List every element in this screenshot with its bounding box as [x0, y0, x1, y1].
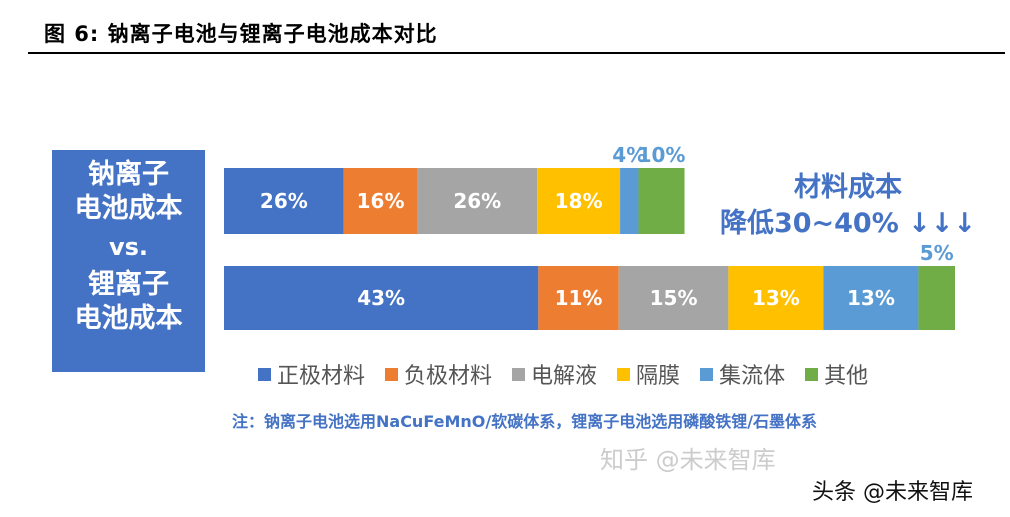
- legend-item-2: 电解液: [512, 358, 597, 390]
- data-label-1-4: 13%: [847, 286, 895, 310]
- data-label-1-3: 13%: [752, 286, 800, 310]
- legend-item-5: 其他: [805, 358, 868, 390]
- footnote: 注：钠离子电池选用NaCuFeMnO/软碳体系，锂离子电池选用磷酸铁锂/石墨体系: [232, 412, 818, 431]
- bar-segment-0-4: [620, 168, 639, 234]
- legend-swatch: [258, 367, 271, 381]
- legend-swatch: [512, 367, 526, 381]
- callout-line2: 降低30~40% ↓↓↓: [719, 208, 977, 239]
- bar-segment-1-4: [823, 266, 919, 330]
- bar-segment-0-0: [224, 168, 344, 234]
- legend-label: 隔膜: [636, 364, 681, 389]
- lithium-label-line2: 电池成本: [74, 303, 183, 334]
- legend: 正极材料 负极材料 电解液 隔膜 集流体 其他: [258, 358, 868, 390]
- vs-label: vs.: [108, 233, 149, 261]
- legend-swatch: [805, 367, 819, 381]
- data-label-0-5: 10%: [638, 143, 686, 167]
- bar-segment-1-5: [918, 266, 955, 330]
- data-label-1-1: 11%: [555, 286, 603, 310]
- legend-label: 其他: [824, 364, 869, 389]
- bar-segment-0-1: [343, 168, 418, 234]
- sodium-label-line2: 电池成本: [74, 193, 183, 224]
- data-label-1-0: 43%: [357, 286, 405, 310]
- data-label-0-4: 4%: [612, 143, 646, 167]
- figure-title: 图 6: 钠离子电池与锂离子电池成本对比: [44, 22, 438, 46]
- data-label-1-2: 15%: [650, 286, 698, 310]
- legend-item-0: 正极材料: [258, 358, 365, 390]
- legend-label: 电解液: [531, 364, 598, 389]
- bar-segment-1-0: [224, 266, 539, 330]
- bar-segment-0-5: [638, 168, 685, 234]
- legend-swatch: [617, 367, 631, 381]
- bar-segment-1-3: [728, 266, 824, 330]
- data-label-1-5: 5%: [920, 241, 954, 265]
- legend-item-4: 集流体: [700, 358, 785, 390]
- legend-swatch: [385, 367, 399, 381]
- category-label-box: 钠离子 电池成本 vs. 锂离子 电池成本: [52, 150, 205, 372]
- cost-callout: 材料成本 降低30~40% ↓↓↓: [708, 170, 988, 242]
- legend-item-3: 隔膜: [617, 358, 680, 390]
- lithium-label-line1: 锂离子: [88, 269, 169, 300]
- bar-segment-1-1: [538, 266, 619, 330]
- bar-segment-0-3: [537, 168, 621, 234]
- bar-segment-0-2: [417, 168, 538, 234]
- toutiao-watermark: 头条 @未来智库: [812, 480, 973, 505]
- data-label-0-0: 26%: [260, 189, 308, 213]
- data-label-0-2: 26%: [453, 189, 501, 213]
- legend-swatch: [700, 367, 714, 381]
- bar-segment-1-2: [618, 266, 729, 330]
- legend-label: 正极材料: [277, 364, 366, 389]
- callout-line1: 材料成本: [794, 172, 902, 203]
- zhihu-watermark: 知乎 @未来智库: [600, 446, 776, 474]
- data-label-0-1: 16%: [357, 189, 405, 213]
- title-rule: [28, 52, 1005, 54]
- sodium-label-line1: 钠离子: [88, 159, 169, 190]
- legend-label: 集流体: [719, 364, 786, 389]
- legend-item-1: 负极材料: [385, 358, 492, 390]
- legend-label: 负极材料: [404, 364, 493, 389]
- data-label-0-3: 18%: [555, 189, 603, 213]
